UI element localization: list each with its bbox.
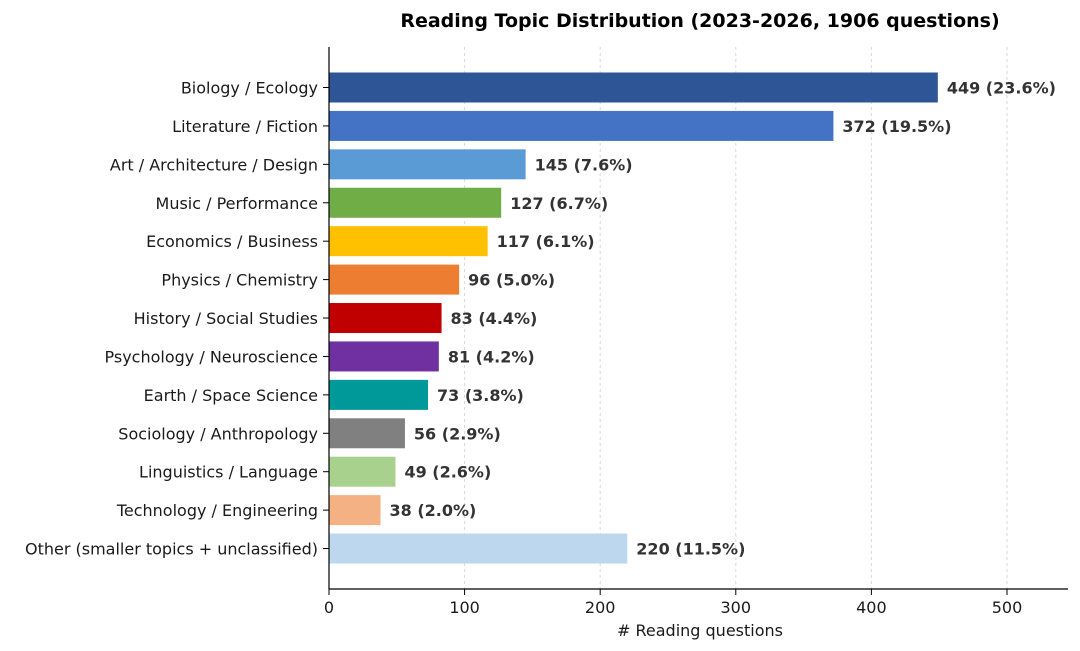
x-tick-label: 100 [449,598,480,617]
data-label: 449 (23.6%) [947,79,1056,98]
data-labels: 449 (23.6%) 372 (19.5%) 145 (7.6%) 127 (6.7… [390,79,1056,559]
data-label: 117 (6.1%) [497,232,595,251]
category-label: Music / Performance [156,194,318,213]
bar [329,418,405,449]
category-label: Linguistics / Language [139,463,318,482]
category-label: History / Social Studies [134,309,318,328]
category-label: Other (smaller topics + unclassified) [25,540,318,559]
category-label: Sociology / Anthropology [118,424,318,443]
category-label: Art / Architecture / Design [110,155,318,174]
data-label: 372 (19.5%) [842,117,951,136]
bar [329,264,460,295]
data-label: 81 (4.2%) [448,347,535,366]
bar [329,379,428,410]
bars [329,72,938,564]
data-label: 49 (2.6%) [404,463,491,482]
category-label: Physics / Chemistry [161,271,318,290]
category-label: Biology / Ecology [181,79,318,98]
data-label: 145 (7.6%) [535,155,633,174]
category-label: Psychology / Neuroscience [105,347,319,366]
bar [329,303,442,334]
x-axis-ticks: 0 100 200 300 400 500 [324,589,1022,617]
data-label: 127 (6.7%) [510,194,608,213]
bar [329,187,502,218]
axes [328,47,1068,590]
x-tick-label: 400 [856,598,887,617]
x-tick-label: 0 [324,598,334,617]
data-label: 96 (5.0%) [468,271,555,290]
x-tick-label: 200 [585,598,616,617]
data-label: 56 (2.9%) [414,424,501,443]
bar [329,495,381,526]
x-tick-label: 300 [721,598,752,617]
x-axis-label: # Reading questions [617,621,783,640]
category-label: Technology / Engineering [116,501,318,520]
bar [329,456,396,487]
category-label: Literature / Fiction [172,117,318,136]
chart-title: Reading Topic Distribution (2023-2026, 1… [400,10,999,32]
x-tick-label: 500 [992,598,1023,617]
bar [329,226,488,257]
category-label: Economics / Business [146,232,318,251]
category-labels: Biology / Ecology Literature / Fiction Art… [25,79,329,559]
data-label: 220 (11.5%) [636,540,745,559]
data-label: 73 (3.8%) [437,386,524,405]
data-label: 38 (2.0%) [390,501,477,520]
bar [329,72,938,103]
category-label: Earth / Space Science [144,386,318,405]
data-label: 83 (4.4%) [451,309,538,328]
bar [329,110,834,141]
bar [329,341,439,372]
bar [329,149,526,180]
bar [329,533,628,564]
